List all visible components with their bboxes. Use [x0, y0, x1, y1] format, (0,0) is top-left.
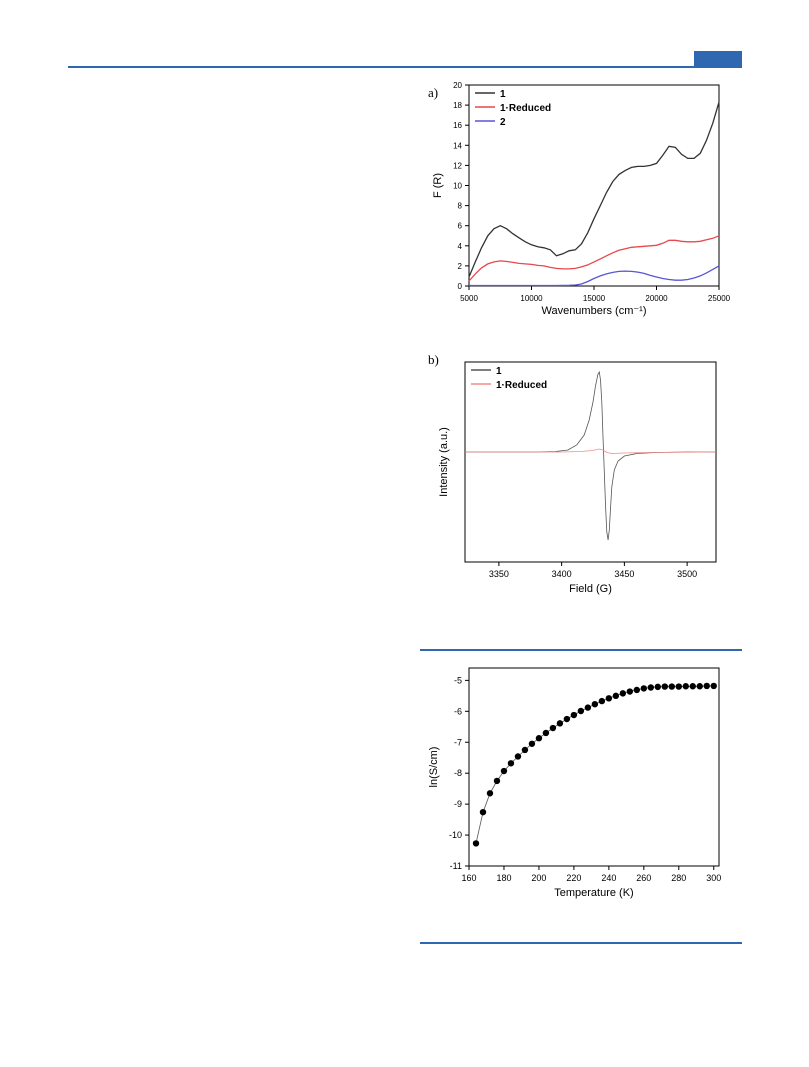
data-point	[472, 840, 480, 847]
data-point	[528, 740, 536, 747]
panel-label-a: a)	[428, 85, 439, 100]
series-line-1	[468, 101, 720, 278]
y-axis-label: ln(S/cm)	[428, 747, 440, 788]
x-tick-label: 300	[706, 873, 721, 883]
figure-bottom-rule	[420, 942, 742, 944]
data-point	[605, 695, 613, 702]
data-point	[584, 704, 592, 711]
data-point	[500, 767, 508, 775]
legend-label: 1	[496, 366, 502, 377]
y-axis-label: Intensity (a.u.)	[438, 427, 450, 497]
x-tick-label: 3350	[489, 569, 509, 579]
plot-frame	[468, 667, 720, 867]
data-point	[549, 724, 557, 732]
data-point	[710, 682, 717, 690]
y-tick-label: 8	[458, 202, 463, 211]
data-point	[703, 682, 710, 690]
panel-label-b: b)	[428, 352, 439, 367]
data-point	[486, 790, 494, 797]
data-point	[640, 685, 648, 692]
x-tick-label: 220	[566, 873, 581, 883]
data-point	[689, 683, 696, 690]
y-tick-label: 18	[453, 101, 462, 110]
x-axis-label: Temperature (K)	[554, 887, 633, 899]
data-point	[507, 760, 515, 767]
data-point	[521, 746, 529, 754]
x-tick-label: 25000	[708, 294, 731, 303]
y-tick-label: -8	[454, 768, 462, 778]
x-tick-label: 200	[531, 873, 546, 883]
y-tick-label: 20	[453, 81, 462, 90]
x-tick-label: 160	[461, 873, 476, 883]
series-line-1	[465, 370, 716, 541]
series-line-2	[465, 448, 717, 454]
data-point	[696, 683, 703, 690]
x-tick-label: 180	[496, 873, 511, 883]
y-tick-label: 6	[458, 222, 463, 231]
data-point	[633, 686, 641, 694]
figure-top-rule	[420, 649, 742, 651]
header-tab	[694, 51, 742, 66]
legend-label: 1·Reduced	[496, 380, 547, 391]
x-tick-label: 15000	[583, 294, 606, 303]
data-point	[591, 700, 599, 708]
y-tick-label: 10	[453, 182, 462, 191]
data-point	[493, 777, 501, 785]
x-tick-label: 5000	[460, 294, 478, 303]
x-tick-label: 260	[636, 873, 651, 883]
x-axis-label: Wavenumbers (cm⁻¹)	[541, 305, 646, 317]
data-point	[668, 683, 675, 690]
series-line-2	[468, 235, 720, 282]
data-point	[647, 684, 655, 691]
y-tick-label: -11	[450, 861, 462, 871]
plot-frame	[464, 361, 717, 563]
data-point	[598, 697, 606, 705]
y-tick-label: -9	[454, 799, 462, 809]
x-tick-label: 3450	[614, 569, 634, 579]
series-line-3	[469, 265, 720, 287]
data-point	[542, 729, 550, 737]
y-tick-label: -7	[454, 737, 462, 747]
header-rule	[68, 66, 742, 68]
data-point	[675, 683, 682, 690]
y-tick-label: 14	[453, 141, 462, 150]
data-point	[654, 683, 662, 691]
data-point	[570, 711, 578, 719]
x-axis-label: Field (G)	[569, 583, 612, 595]
data-point	[626, 688, 634, 695]
x-tick-label: 3400	[552, 569, 572, 579]
x-tick-label: 280	[671, 873, 686, 883]
x-tick-label: 3500	[677, 569, 697, 579]
y-tick-label: 2	[458, 262, 463, 271]
y-tick-label: -6	[454, 706, 462, 716]
y-tick-label: 12	[453, 161, 462, 170]
data-point	[479, 808, 487, 816]
y-tick-label: 0	[458, 282, 463, 291]
data-point	[556, 720, 564, 727]
data-point	[514, 753, 522, 760]
y-tick-label: 16	[453, 121, 462, 130]
data-point	[661, 683, 669, 690]
data-point	[577, 707, 585, 715]
legend-label: 2	[500, 117, 506, 128]
legend-label: 1	[500, 89, 506, 100]
data-point	[619, 690, 627, 697]
x-tick-label: 10000	[520, 294, 543, 303]
x-tick-label: 20000	[645, 294, 668, 303]
data-point	[682, 683, 689, 690]
x-tick-label: 240	[601, 873, 616, 883]
data-point	[535, 735, 543, 742]
y-tick-label: -5	[454, 675, 462, 685]
legend-label: 1·Reduced	[500, 103, 551, 114]
data-point	[612, 692, 620, 700]
y-axis-label: F (R)	[432, 173, 444, 198]
y-tick-label: -10	[449, 830, 462, 840]
data-point	[563, 715, 571, 723]
y-tick-label: 4	[458, 242, 463, 251]
